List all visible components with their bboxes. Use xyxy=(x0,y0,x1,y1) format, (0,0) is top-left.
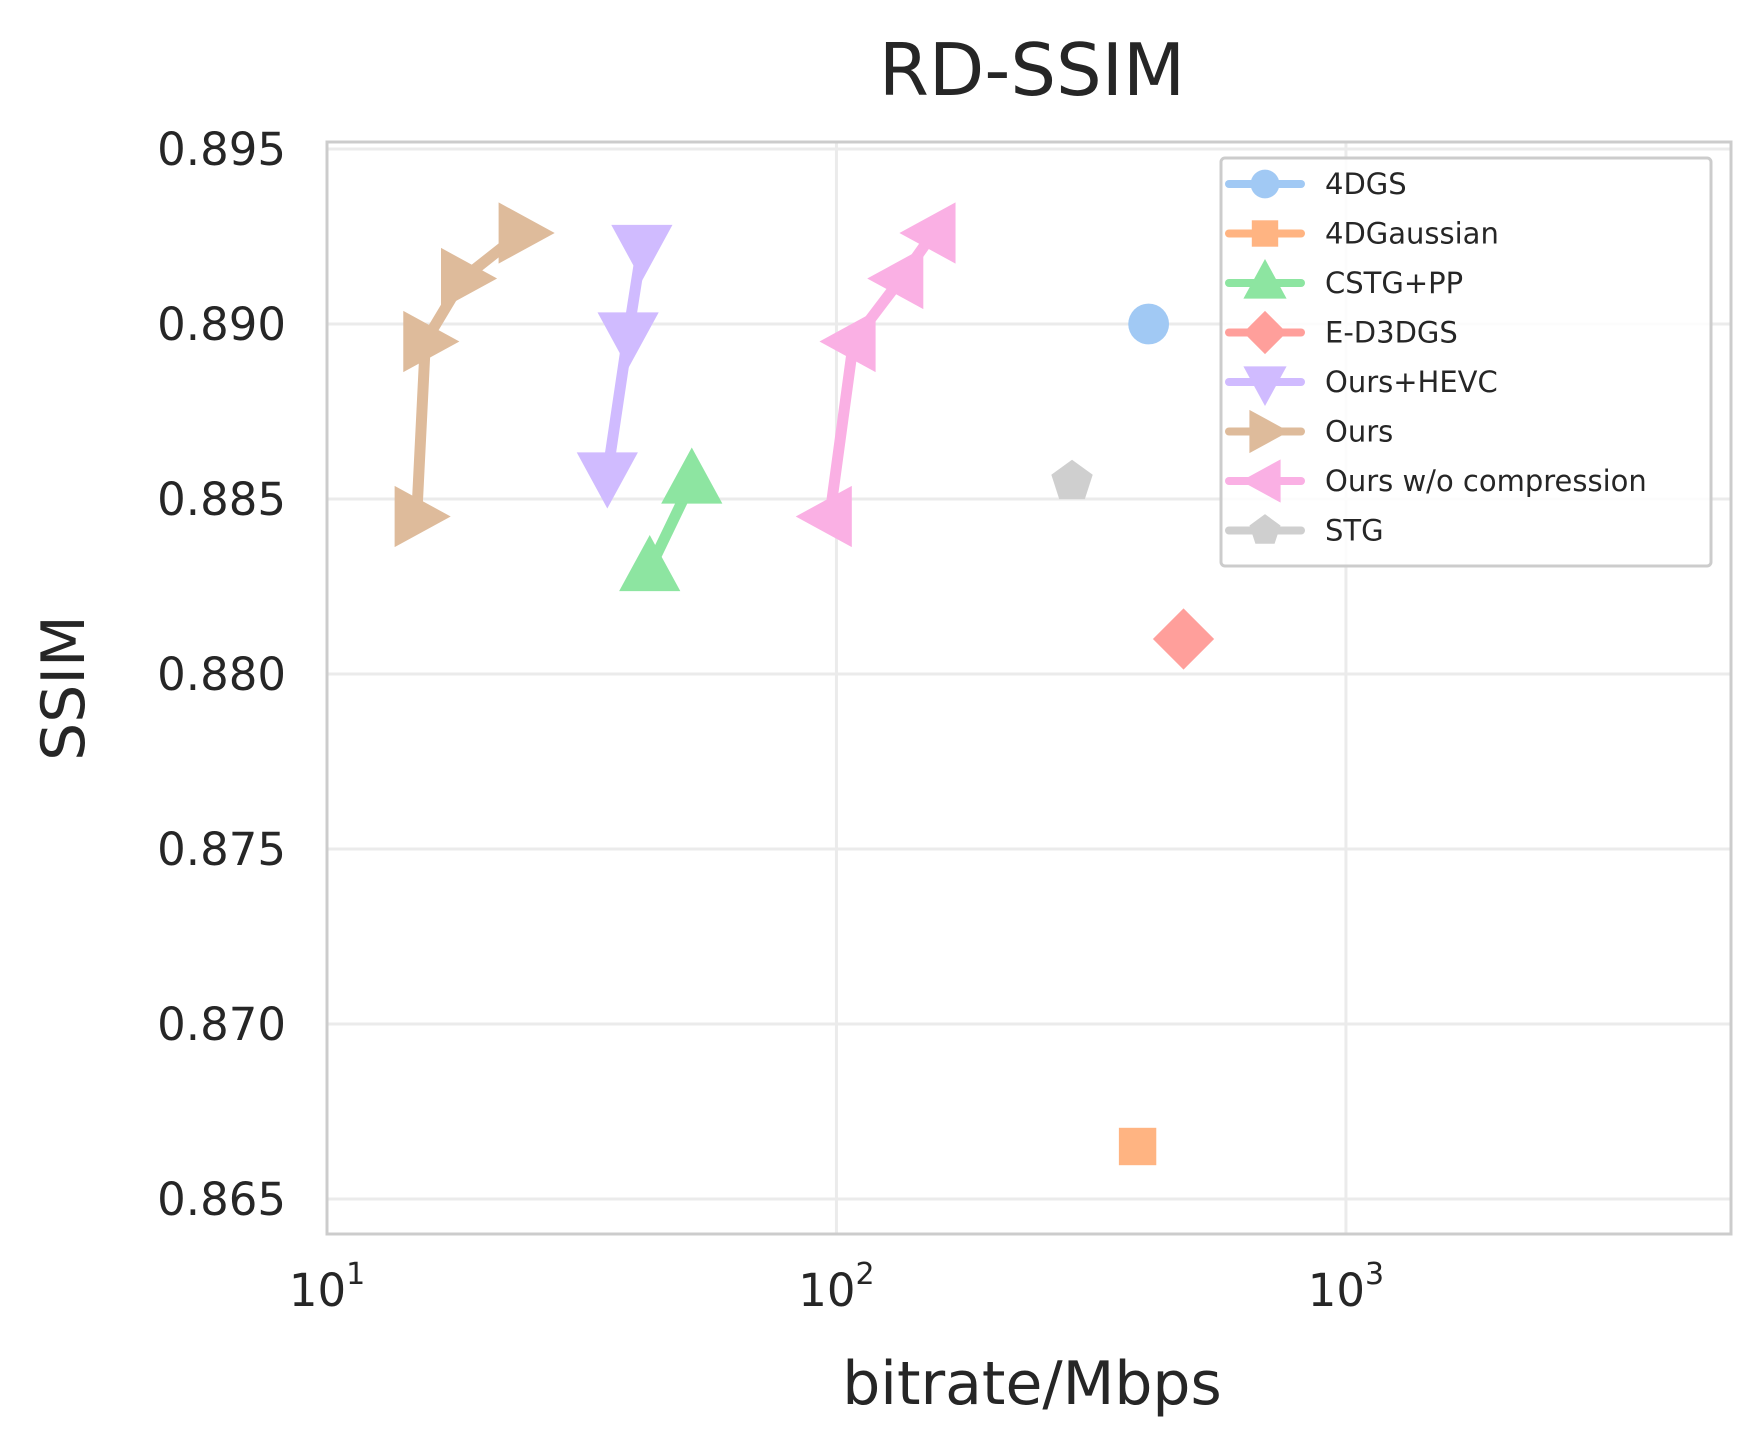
x-tick-labels: 101 102 103 xyxy=(289,1257,1384,1317)
y-tick-label: 0.890 xyxy=(157,298,286,351)
legend-marker xyxy=(1249,409,1289,454)
data-point xyxy=(441,247,498,310)
legend-label: 4DGaussian xyxy=(1325,217,1499,251)
legend-entry: E-D3DGS xyxy=(1225,310,1458,355)
series-ours xyxy=(394,202,555,548)
legend-entry: 4DGS xyxy=(1225,167,1407,201)
legend-label: CSTG+PP xyxy=(1325,266,1463,300)
data-point xyxy=(867,247,924,310)
data-point xyxy=(597,312,659,369)
legend-marker xyxy=(1241,459,1281,503)
x-tick-label: 101 xyxy=(289,1257,365,1317)
series-e-d3dgs xyxy=(1152,608,1215,670)
legend-label: Ours w/o compression xyxy=(1325,464,1647,498)
data-point xyxy=(795,485,852,548)
series-line xyxy=(411,228,525,517)
legend-label: 4DGS xyxy=(1325,167,1407,201)
data-point xyxy=(1051,459,1093,500)
legend-marker xyxy=(1243,366,1287,406)
x-tick-label: 102 xyxy=(798,1257,874,1317)
grid-lines xyxy=(325,142,1731,1234)
data-point xyxy=(619,535,681,592)
y-tick-label: 0.885 xyxy=(157,473,286,526)
legend-entry: STG xyxy=(1225,514,1384,548)
series-ours-w-o-compression xyxy=(795,202,956,548)
legend-entry: Ours w/o compression xyxy=(1225,459,1647,503)
x-axis-label: bitrate/Mbps xyxy=(842,1349,1222,1419)
legend-marker xyxy=(1249,514,1281,544)
y-tick-labels: 0.865 0.870 0.875 0.880 0.885 0.890 0.895 xyxy=(157,123,286,1226)
y-tick-label: 0.875 xyxy=(157,823,286,876)
data-point xyxy=(1128,303,1170,345)
series-stg xyxy=(1051,459,1093,500)
y-tick-label: 0.895 xyxy=(157,123,286,176)
data-point xyxy=(403,310,460,373)
legend-marker xyxy=(1243,259,1287,299)
data-point xyxy=(661,447,723,504)
plot-frame xyxy=(325,140,1733,1236)
legend-marker xyxy=(1251,220,1279,247)
legend-entry: Ours+HEVC xyxy=(1225,365,1498,406)
series-4dgaussian xyxy=(1118,1127,1157,1166)
legend-marker xyxy=(1250,169,1280,199)
legend-entry: Ours xyxy=(1225,409,1393,454)
data-point xyxy=(1152,608,1215,670)
legend-label: Ours+HEVC xyxy=(1325,365,1498,399)
data-point xyxy=(1118,1127,1157,1166)
data-point xyxy=(899,202,956,264)
legend-label: E-D3DGS xyxy=(1325,316,1458,350)
legend: 4DGS 4DGaussian CSTG+PP E-D3DGS Ours+HEVC Our… xyxy=(1219,156,1713,568)
legend-entry: 4DGaussian xyxy=(1225,217,1499,251)
y-axis-label: SSIM xyxy=(29,615,99,761)
data-point xyxy=(576,452,638,509)
y-tick-label: 0.880 xyxy=(157,648,286,701)
data-point xyxy=(611,224,673,281)
series-ours-hevc xyxy=(576,224,673,509)
legend-entry: CSTG+PP xyxy=(1225,259,1463,300)
legend-marker xyxy=(1243,310,1287,355)
y-tick-label: 0.865 xyxy=(157,1173,286,1226)
data-point xyxy=(394,485,451,548)
chart-title: RD-SSIM xyxy=(879,28,1185,112)
series-4dgs xyxy=(1128,303,1170,345)
series-cstg-pp xyxy=(619,447,723,592)
legend-label: Ours xyxy=(1325,415,1393,449)
plot-series xyxy=(394,202,1215,1166)
y-tick-label: 0.870 xyxy=(157,998,286,1051)
legend-label: STG xyxy=(1325,514,1384,548)
legend-box xyxy=(1219,156,1713,568)
x-tick-label: 103 xyxy=(1308,1257,1384,1317)
data-point xyxy=(498,202,555,264)
data-point xyxy=(819,310,876,373)
